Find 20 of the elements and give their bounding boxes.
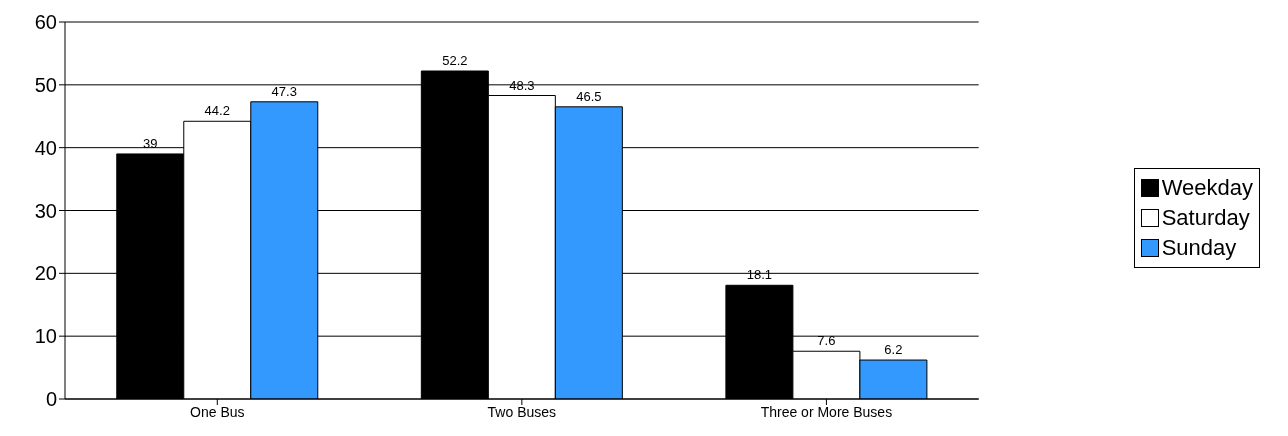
data-label: 7.6 — [817, 333, 836, 349]
x-tick-label: Three or More Buses — [760, 403, 893, 420]
data-label: 44.2 — [204, 103, 230, 119]
x-tick-label: Two Buses — [487, 403, 557, 420]
x-tick-label: One Bus — [190, 403, 245, 420]
data-label: 52.2 — [442, 53, 468, 69]
data-label: 47.3 — [271, 83, 297, 99]
y-tick-label: 0 — [45, 388, 57, 411]
legend-label: Sunday — [1161, 234, 1237, 262]
y-tick-label: 40 — [34, 136, 57, 159]
y-tick-label: 10 — [34, 325, 57, 348]
y-tick-label: 20 — [34, 262, 57, 285]
data-label: 39 — [143, 135, 158, 151]
y-tick-label: 50 — [34, 73, 57, 96]
legend-label: Saturday — [1161, 204, 1250, 232]
y-tick-label: 60 — [34, 11, 57, 34]
data-label: 6.2 — [884, 342, 903, 358]
legend-label: Weekday — [1161, 174, 1253, 202]
y-tick-label: 30 — [34, 199, 57, 222]
data-label: 46.5 — [576, 88, 602, 104]
